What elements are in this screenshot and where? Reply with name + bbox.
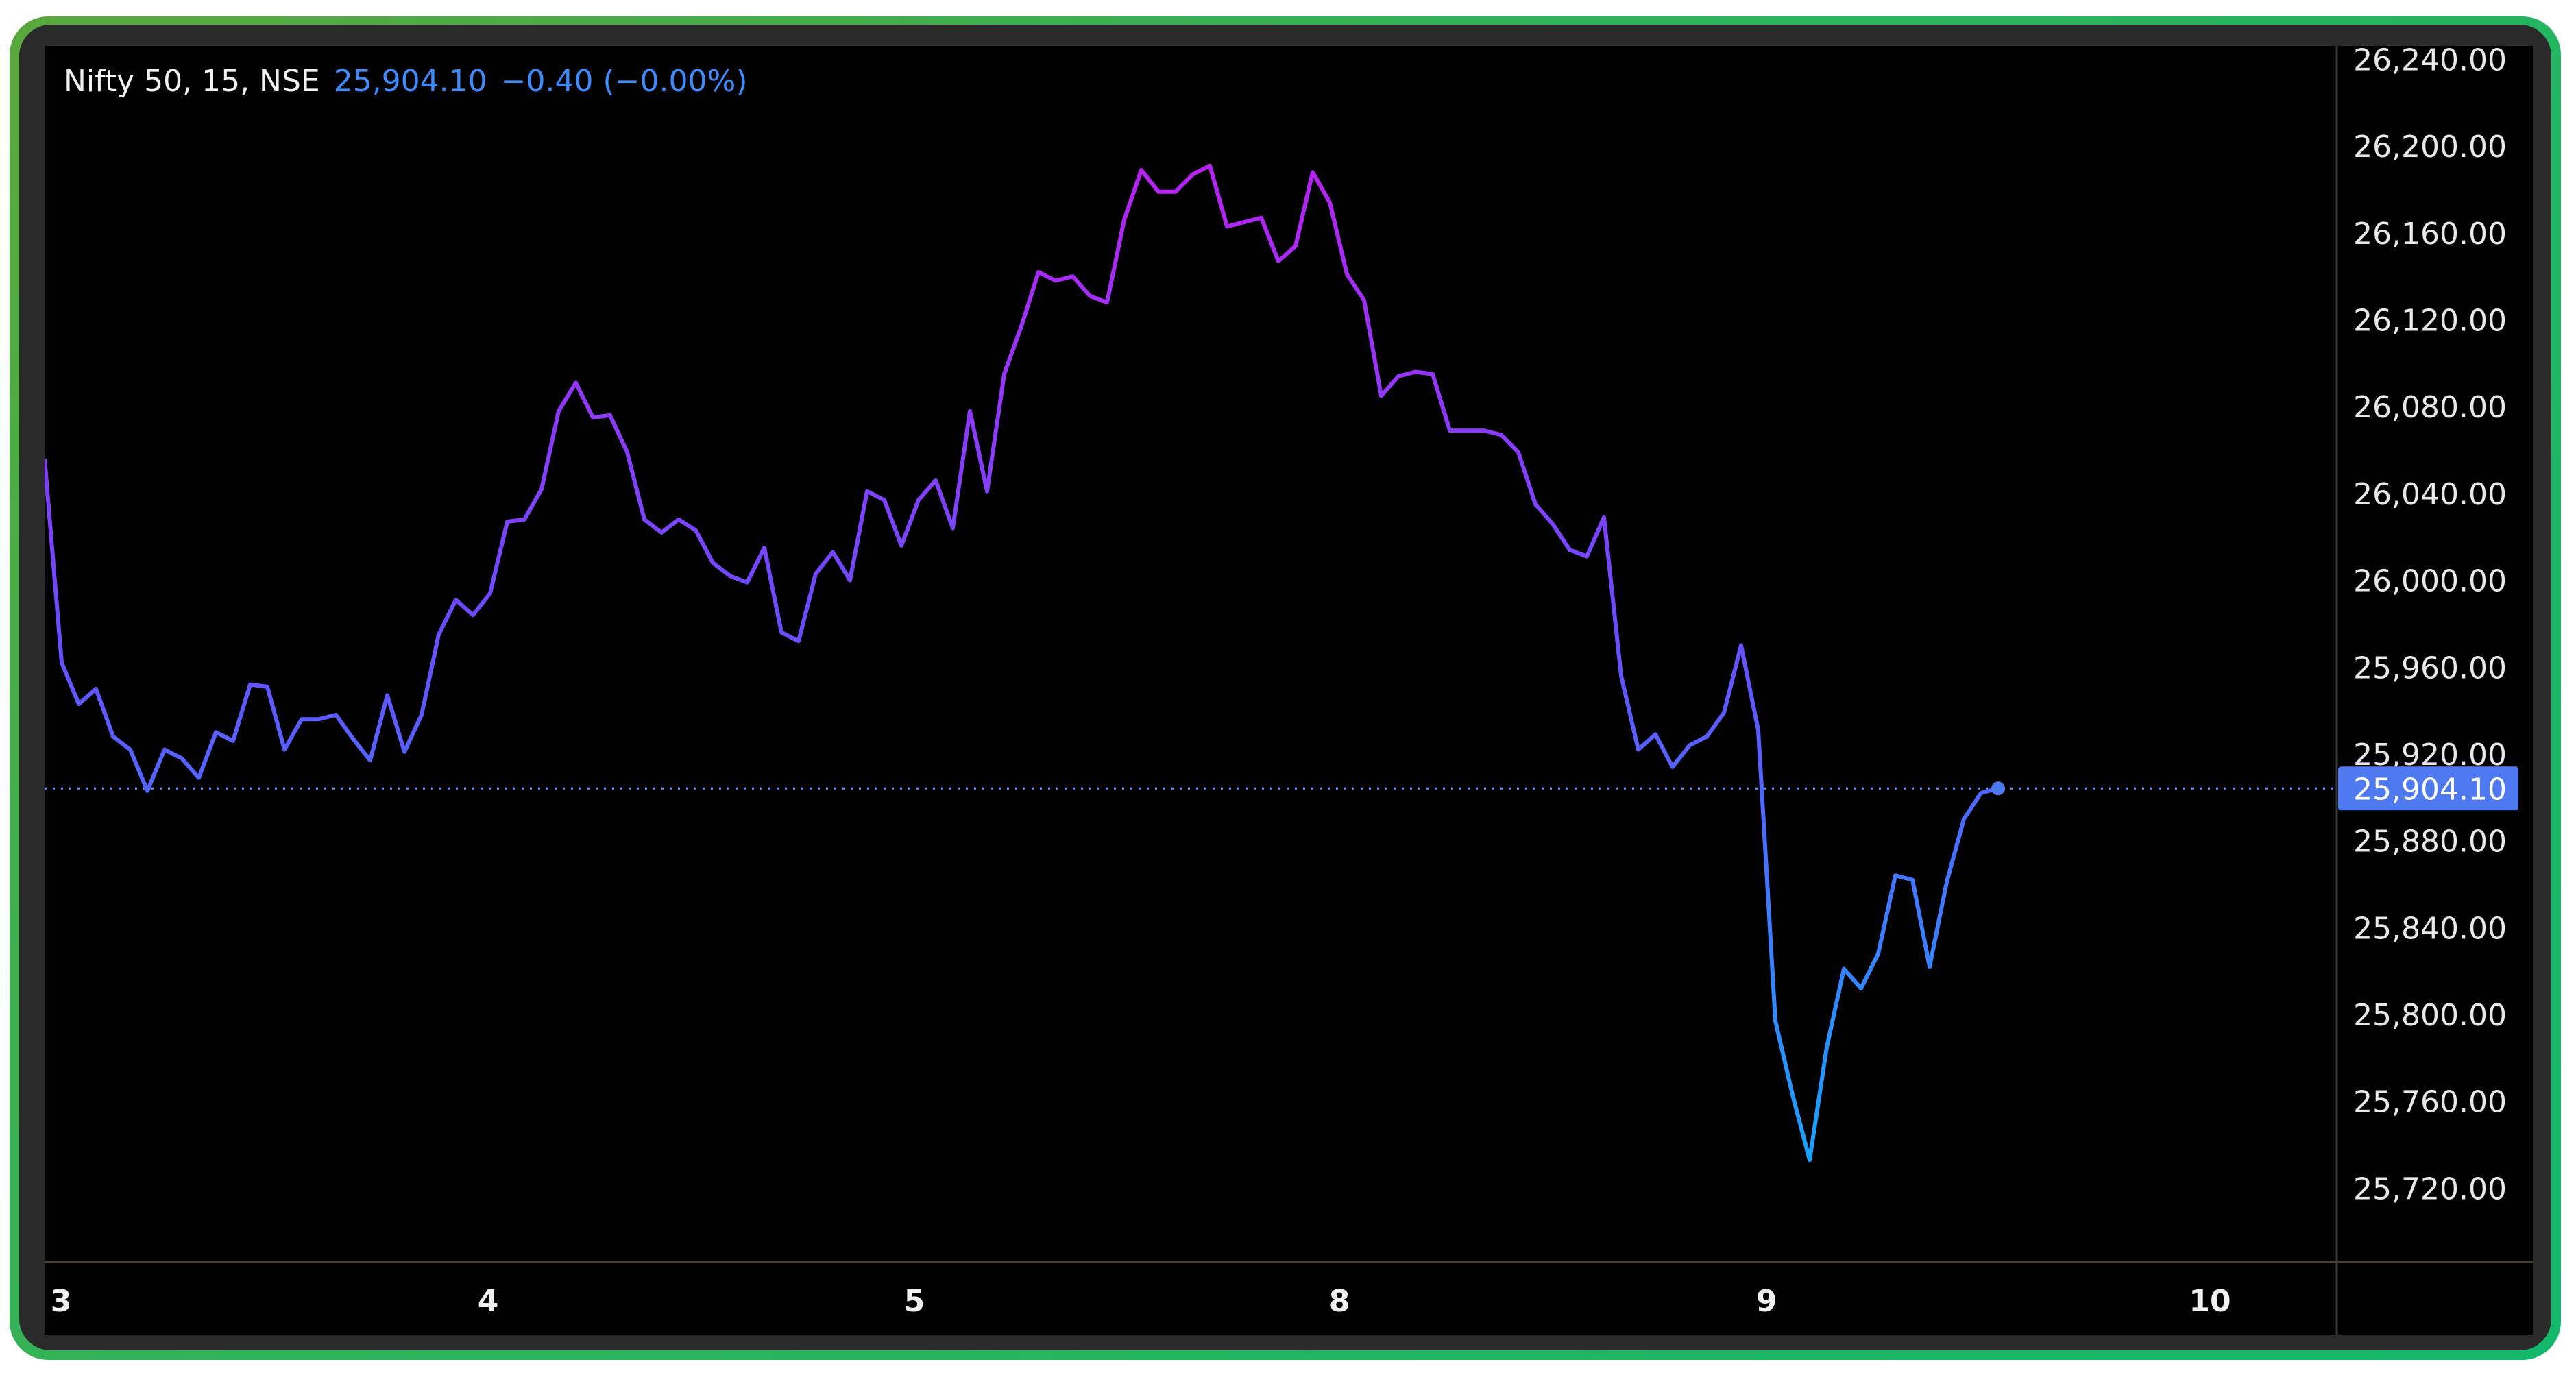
price-tick-label: 25,840.00 [2353, 911, 2507, 946]
last-price-label: 25,904.10 [2353, 772, 2507, 807]
price-tick-label: 26,160.00 [2353, 217, 2507, 252]
price-tick-label: 25,960.00 [2353, 650, 2507, 685]
time-tick-label: 5 [904, 1284, 925, 1319]
legend-header: Nifty 50, 15, NSE 25,904.10 −0.40 (−0.00%) [64, 64, 747, 99]
chart-panel: 26,240.00 26,200.00 26,160.00 26,120.00 26,0… [45, 46, 2533, 1335]
price-tick-label: 25,720.00 [2353, 1171, 2507, 1206]
time-tick-label: 10 [2189, 1284, 2231, 1319]
price-tick-label: 26,080.00 [2353, 390, 2507, 425]
price-tick-label: 26,040.00 [2353, 477, 2507, 512]
price-change: −0.40 (−0.00%) [500, 64, 748, 99]
price-tick-label: 25,800.00 [2353, 998, 2507, 1033]
time-tick-label: 4 [478, 1284, 499, 1319]
price-line[interactable] [45, 163, 1999, 1163]
time-tick-label: 9 [1756, 1284, 1777, 1319]
price-tick-label: 26,240.00 [2353, 46, 2507, 78]
price-tick-label: 25,880.00 [2353, 825, 2507, 860]
time-tick-label: 8 [1329, 1284, 1350, 1319]
time-tick-label: 3 [51, 1284, 72, 1319]
symbol-title: Nifty 50, 15, NSE [64, 64, 320, 99]
price-chart[interactable]: 26,240.00 26,200.00 26,160.00 26,120.00 26,0… [45, 46, 2533, 1335]
price-tick-label: 26,000.00 [2353, 564, 2507, 599]
last-price-badge [2338, 766, 2518, 811]
last-price-value: 25,904.10 [333, 64, 487, 99]
last-price-dot [1991, 781, 2005, 796]
price-tick-label: 26,120.00 [2353, 304, 2507, 339]
price-tick-label: 25,760.00 [2353, 1085, 2507, 1120]
price-tick-label: 26,200.00 [2353, 130, 2507, 165]
